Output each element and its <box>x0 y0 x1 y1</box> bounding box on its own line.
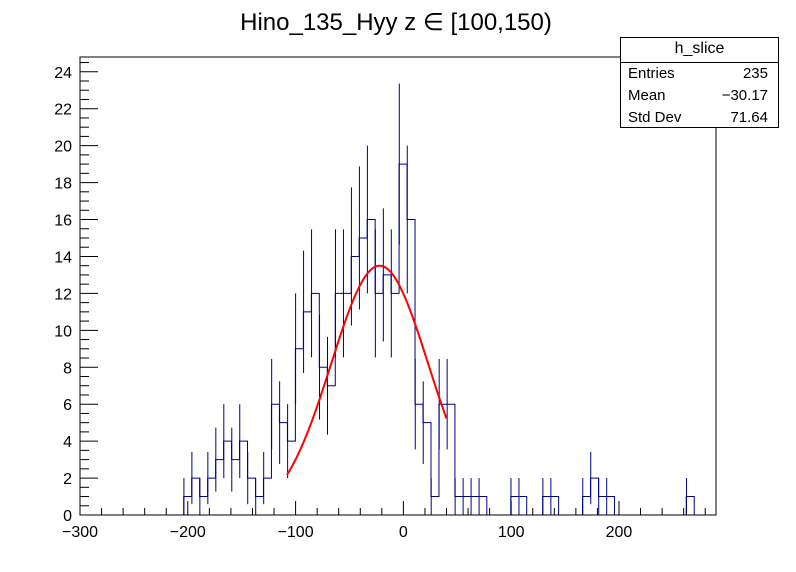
x-tick-label: −100 <box>278 524 314 541</box>
chart-title: Hino_135_Hyy z ∈ [100,150) <box>240 9 552 36</box>
stats-box: h_slice Entries 235 Mean −30.17 Std Dev … <box>620 37 779 128</box>
y-tick-label: 20 <box>54 139 72 156</box>
x-tick-label: 0 <box>399 524 408 541</box>
stats-row-mean: Mean −30.17 <box>621 85 778 107</box>
stats-label: Entries <box>628 65 675 82</box>
x-tick-label: −300 <box>62 524 98 541</box>
error-bars <box>183 83 687 515</box>
y-tick-label: 12 <box>54 286 72 303</box>
stats-value: 235 <box>742 65 768 82</box>
histogram-outline <box>80 163 716 516</box>
y-tick-label: 2 <box>63 471 72 488</box>
stats-label: Mean <box>628 87 666 104</box>
stats-row-stddev: Std Dev 71.64 <box>621 107 778 129</box>
y-tick-label: 24 <box>54 65 72 82</box>
gaussian-fit-curve <box>286 264 448 476</box>
x-tick-label: 100 <box>498 524 525 541</box>
y-tick-label: 0 <box>63 508 72 525</box>
y-tick-label: 4 <box>63 434 72 451</box>
y-tick-label: 10 <box>54 323 72 340</box>
y-tick-label: 8 <box>63 360 72 377</box>
y-tick-label: 16 <box>54 213 72 230</box>
stats-value: 71.64 <box>730 109 768 126</box>
y-tick-label: 6 <box>63 397 72 414</box>
plot-frame <box>79 56 717 516</box>
y-tick-label: 22 <box>54 102 72 119</box>
stats-label: Std Dev <box>628 109 682 126</box>
stats-title: h_slice <box>621 38 778 63</box>
y-tick-label: 18 <box>54 176 72 193</box>
x-axis: −300 −200 −100 0 100 200 <box>62 501 706 541</box>
stats-row-entries: Entries 235 <box>621 63 778 85</box>
y-tick-label: 14 <box>54 249 72 266</box>
x-tick-label: 200 <box>606 524 633 541</box>
stats-value: −30.17 <box>721 87 768 104</box>
x-tick-label: −200 <box>170 524 206 541</box>
